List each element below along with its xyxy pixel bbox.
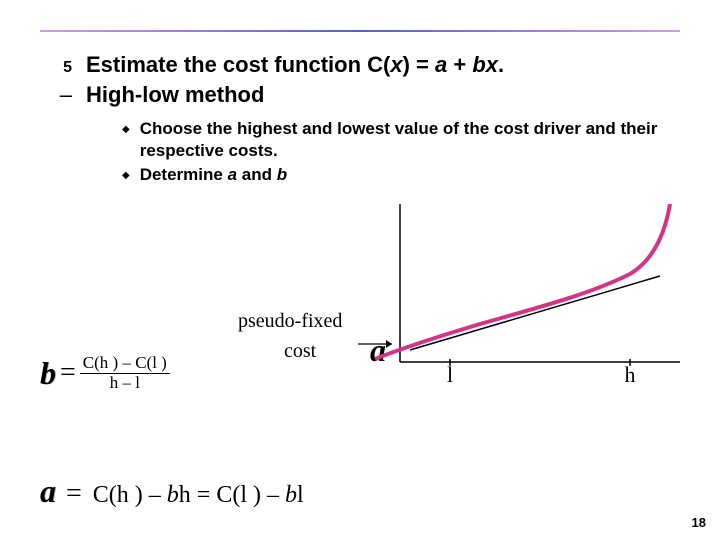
bullet-line-2: – High-low method xyxy=(40,82,680,108)
line2-text: High-low method xyxy=(86,82,264,108)
line1-text: Estimate the cost function C(x) = a + bx… xyxy=(86,52,504,78)
a-arrow-head xyxy=(386,340,392,348)
bullet-line-1: 5 Estimate the cost function C(x) = a + … xyxy=(40,52,680,78)
page-number: 18 xyxy=(692,515,706,530)
bullet-icon: ◆ xyxy=(122,124,130,135)
a: a xyxy=(228,165,237,184)
figure-area: pseudo-fixed cost a l h b = C(h ) – C(l … xyxy=(40,204,680,404)
t: + xyxy=(447,52,472,77)
fraction: C(h ) – C(l ) h – l xyxy=(80,354,170,392)
item-number: 5 xyxy=(40,59,72,77)
horizontal-rule xyxy=(40,30,680,32)
sub-bullet-2: ◆ Determine a and b xyxy=(122,164,680,186)
sb1-text: Choose the highest and lowest value of t… xyxy=(140,118,680,162)
axis-label-l: l xyxy=(447,362,453,384)
equals: = xyxy=(60,357,76,389)
tangent-line xyxy=(410,276,660,350)
sub-bullets: ◆ Choose the highest and lowest value of… xyxy=(122,118,680,186)
cost-curve xyxy=(375,204,672,359)
bullet-icon: ◆ xyxy=(122,170,130,181)
t: and xyxy=(237,165,277,184)
frac-den: h – l xyxy=(107,374,143,393)
a-formula: a = C(h ) – bh = C(l ) – bl xyxy=(40,473,304,510)
b-formula: b = C(h ) – C(l ) h – l xyxy=(40,354,170,392)
b: b xyxy=(472,52,485,77)
cost-label: cost xyxy=(284,340,316,363)
x: x xyxy=(390,52,402,77)
a: a xyxy=(435,52,447,77)
sub-bullet-1: ◆ Choose the highest and lowest value of… xyxy=(122,118,680,162)
pseudo-fixed-label: pseudo-fixed xyxy=(238,310,342,333)
t: . xyxy=(498,52,504,77)
dash-bullet: – xyxy=(40,82,72,108)
a-var: a xyxy=(40,473,56,509)
sb2-text: Determine a and b xyxy=(140,164,287,186)
frac-num: C(h ) – C(l ) xyxy=(80,354,170,374)
b-var: b xyxy=(40,355,56,392)
equals: = xyxy=(66,478,89,509)
t: Determine xyxy=(140,165,228,184)
t: ) = xyxy=(403,52,435,77)
a-formula-body: C(h ) – bh = C(l ) – bl xyxy=(93,482,304,508)
b: b xyxy=(277,165,287,184)
t: Estimate the cost function C( xyxy=(86,52,390,77)
axis-label-h: h xyxy=(625,362,636,384)
cost-curve-chart: l h xyxy=(340,204,700,384)
x: x xyxy=(486,52,498,77)
